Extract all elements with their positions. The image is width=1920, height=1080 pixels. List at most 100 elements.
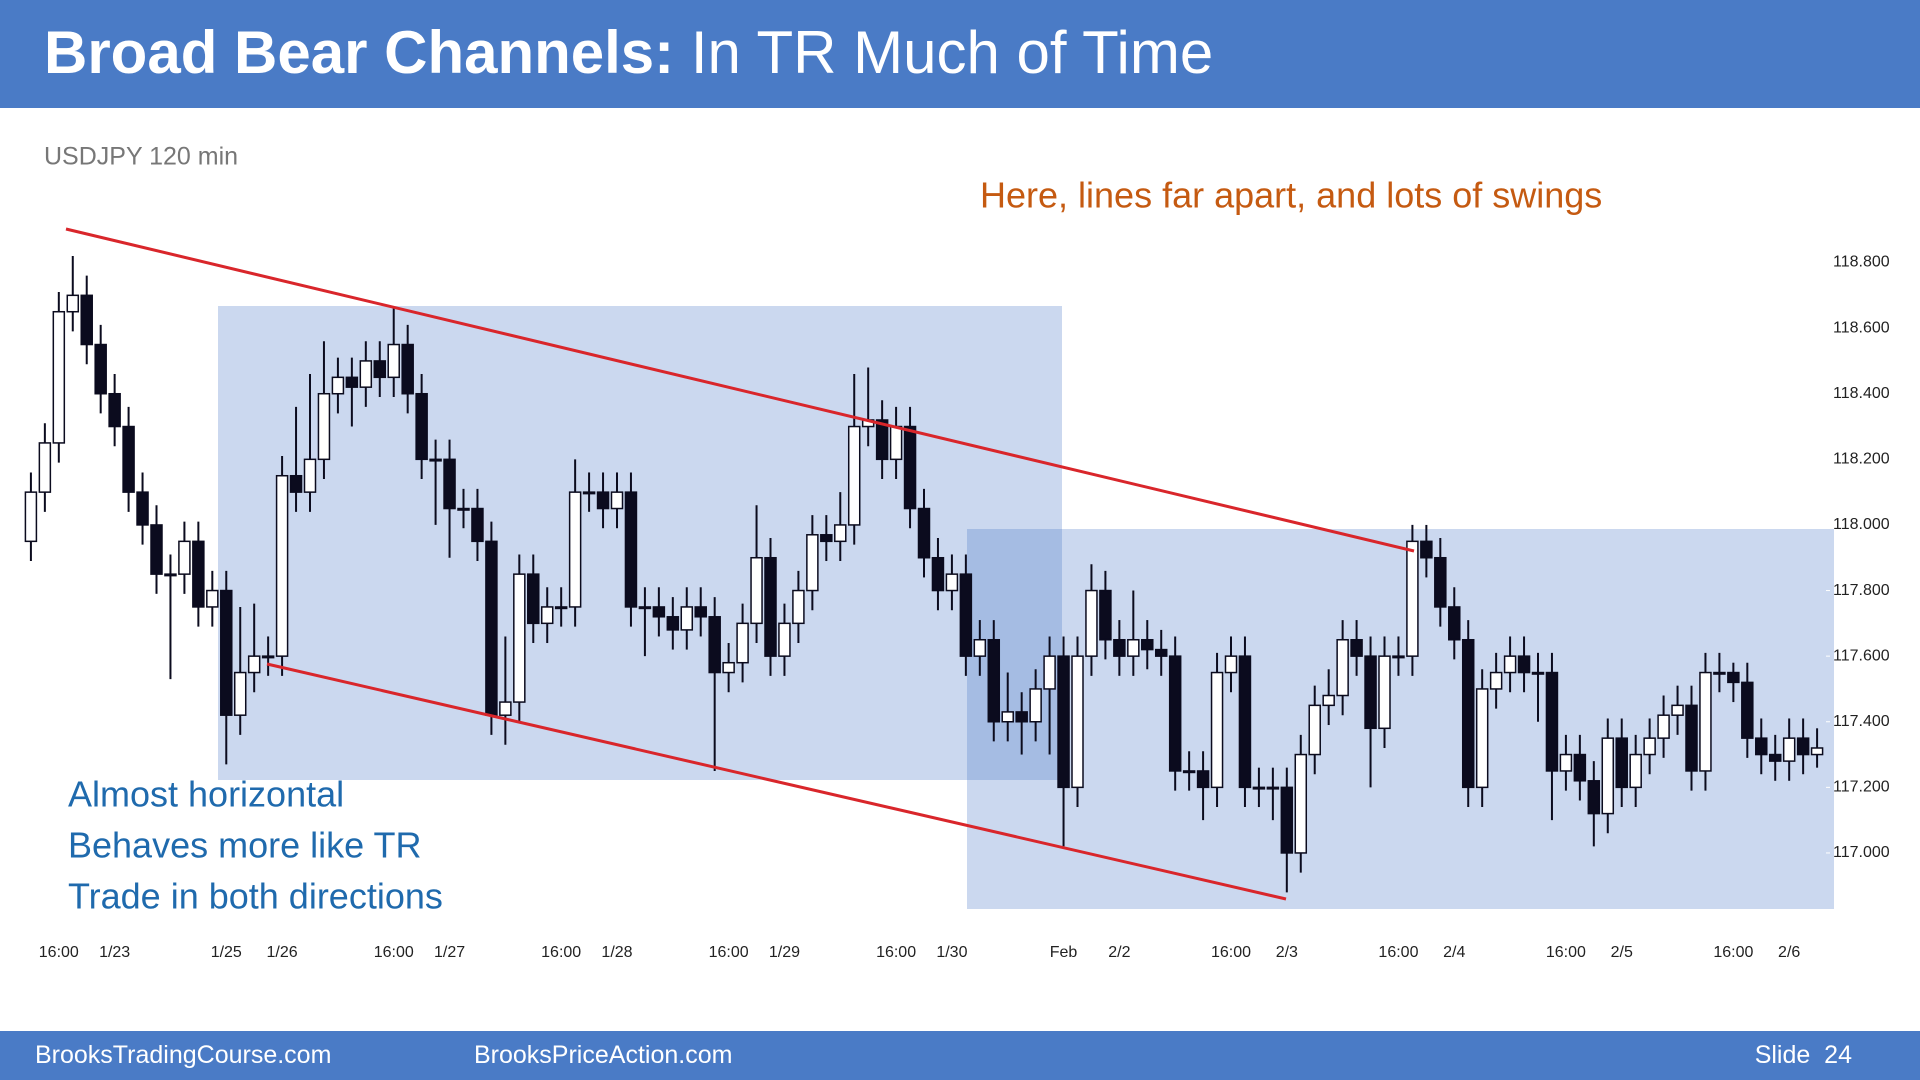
candle-body	[1727, 671, 1740, 684]
candle-body	[694, 606, 707, 618]
candle-body	[596, 491, 610, 510]
candle-body	[1713, 671, 1726, 675]
candle-body	[261, 655, 275, 659]
footer-left: BrooksTradingCourse.com	[35, 1041, 332, 1069]
range-zone	[218, 306, 1062, 780]
candle-body	[38, 442, 52, 493]
candle-body	[108, 392, 121, 428]
candle-body	[722, 661, 735, 674]
candle-body	[1322, 694, 1335, 707]
candle-body	[527, 573, 540, 625]
y-tick-label: 118.800	[1833, 254, 1890, 271]
candle-body	[568, 491, 582, 608]
candle-body	[471, 507, 484, 543]
candle-body	[1489, 671, 1503, 690]
candle-body	[554, 606, 568, 610]
candle-body	[24, 491, 38, 543]
candle-body	[1154, 648, 1168, 657]
candle-body	[1057, 655, 1070, 789]
candle-body	[1755, 737, 1768, 756]
candle-body	[610, 491, 624, 510]
slide-number: Slide 24	[1754, 1041, 1852, 1069]
candle-body	[206, 589, 219, 608]
y-tick-label: 118.600	[1833, 319, 1890, 336]
x-tick-label: 16:00	[1713, 944, 1753, 961]
candle-body	[931, 556, 945, 592]
candle-body	[1699, 671, 1712, 772]
candle-body	[1741, 681, 1754, 739]
x-tick-label: 1/29	[769, 944, 800, 961]
candle-body	[1503, 655, 1517, 674]
candle-body	[1210, 671, 1224, 789]
candle-body	[80, 294, 93, 346]
y-tick-label: 118.000	[1833, 516, 1890, 533]
candle-body	[1657, 714, 1670, 739]
candle-body	[247, 655, 261, 674]
x-tick-label: 16:00	[374, 944, 414, 961]
candle-body	[150, 524, 163, 575]
candle-body	[289, 474, 303, 493]
candle-body	[1127, 638, 1140, 657]
candle-body	[513, 573, 526, 703]
x-tick-label: 16:00	[1546, 944, 1586, 961]
candle-body	[443, 458, 456, 510]
candle-body	[1643, 737, 1656, 756]
candle-body	[1280, 786, 1294, 854]
candle-body	[1168, 655, 1182, 772]
candle-body	[387, 343, 400, 379]
x-tick-label: 1/25	[211, 944, 242, 961]
candle-body	[750, 556, 763, 625]
x-tick-label: 1/23	[99, 944, 130, 961]
candle-body	[1601, 737, 1615, 815]
annotation-line: Behaves more like TR	[68, 825, 421, 866]
candle-body	[1461, 638, 1475, 789]
candle-body	[303, 458, 317, 493]
y-tick-label: 117.800	[1833, 582, 1890, 599]
y-tick-label: 117.400	[1833, 713, 1890, 730]
candle-body	[1224, 655, 1238, 674]
candle-body	[1420, 540, 1433, 559]
candle-body	[778, 622, 791, 657]
candle-body	[164, 573, 177, 577]
candle-body	[1113, 638, 1126, 657]
candle-body	[1434, 556, 1447, 608]
candle-body	[178, 540, 191, 575]
channel-line	[266, 662, 1287, 901]
y-tick-label: 117.600	[1833, 647, 1890, 664]
candle-body	[792, 589, 805, 625]
y-tick-label: 118.400	[1833, 385, 1890, 402]
candle-body	[959, 573, 973, 657]
candle-body	[834, 524, 847, 543]
chart-subtitle: USDJPY 120 min	[44, 143, 238, 171]
candle-body	[1406, 540, 1419, 657]
candle-body	[1043, 655, 1056, 690]
candle-body	[359, 360, 373, 388]
candle-body	[233, 671, 247, 716]
candle-body	[1517, 655, 1531, 674]
candle-body	[652, 606, 666, 618]
candle-body	[345, 376, 359, 388]
x-tick-label: 2/3	[1276, 944, 1298, 961]
candle-body	[1266, 786, 1280, 790]
candle-body	[1141, 638, 1154, 651]
title-rest: In TR Much of Time	[690, 19, 1214, 86]
candle-body	[220, 589, 233, 716]
footer-center: BrooksPriceAction.com	[474, 1041, 733, 1069]
candle-body	[1308, 704, 1321, 756]
candle-body	[499, 701, 512, 716]
candle-body	[1364, 655, 1377, 730]
candle-body	[1085, 589, 1098, 657]
candle-body	[1015, 711, 1028, 723]
candle-body	[973, 638, 987, 657]
candle-body	[1099, 589, 1112, 641]
annotation-line: Almost horizontal	[68, 774, 344, 815]
candle-body	[1029, 688, 1042, 723]
candle-body	[875, 419, 889, 461]
candle-body	[708, 616, 721, 674]
annotation-line: Trade in both directions	[68, 876, 443, 917]
x-tick-label: 2/2	[1108, 944, 1130, 961]
candle-body	[401, 343, 414, 395]
x-tick-label: 16:00	[1211, 944, 1251, 961]
x-tick-label: 16:00	[1378, 944, 1418, 961]
header-bar: Broad Bear Channels: In TR Much of Time	[0, 0, 1920, 108]
